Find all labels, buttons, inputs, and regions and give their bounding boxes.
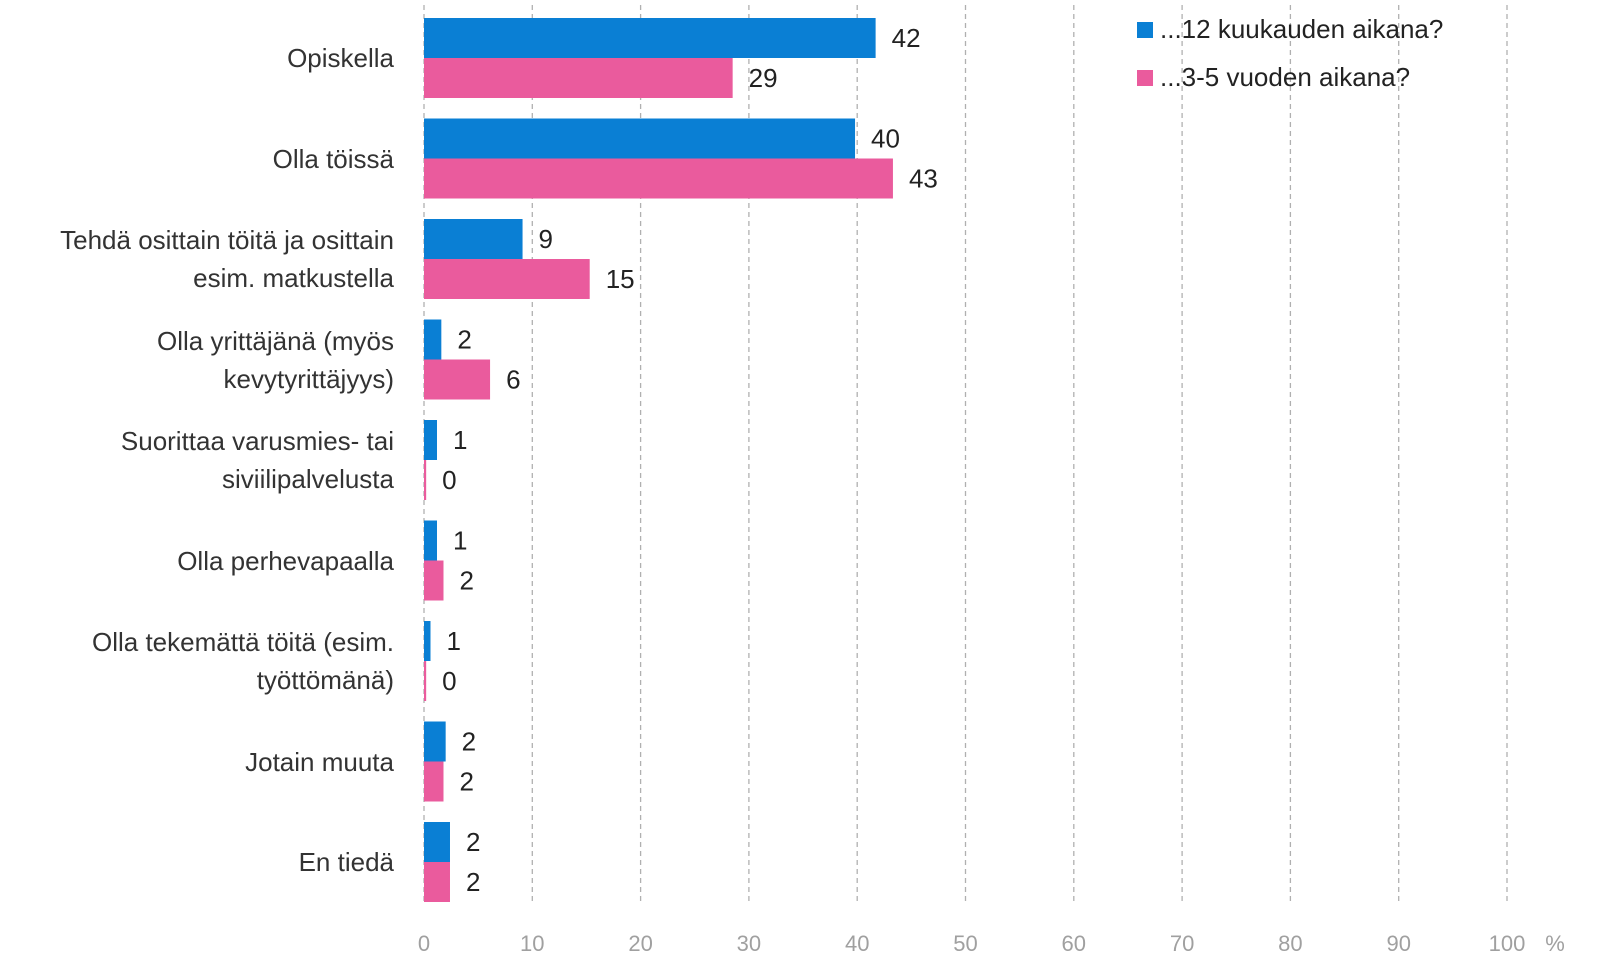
data-label: 40 [871, 123, 900, 153]
bar [424, 862, 450, 902]
data-label: 2 [466, 867, 480, 897]
legend-swatch [1137, 22, 1153, 38]
data-label: 1 [453, 525, 467, 555]
data-label: 2 [462, 726, 476, 756]
data-label: 1 [446, 626, 460, 656]
y-tick-label: Olla tekemättä töitä (esim. työttömänä) [92, 627, 394, 695]
data-label: 42 [892, 23, 921, 53]
bar [424, 259, 590, 299]
data-label: 6 [506, 364, 520, 394]
y-tick-label: Opiskella [287, 43, 394, 73]
y-tick-label: Olla yrittäjänä (myös kevytyrittäjyys) [157, 325, 394, 394]
x-tick-label: 30 [737, 931, 761, 956]
bar [424, 661, 427, 701]
data-label: 15 [606, 264, 635, 294]
x-tick-label: 50 [953, 931, 977, 956]
y-tick-label: Tehdä osittain töitä ja osittain esim. m… [60, 225, 394, 293]
x-tick-label: 100 [1489, 931, 1526, 956]
data-label: 0 [442, 666, 456, 696]
legend-label: ...12 kuukauden aikana? [1160, 14, 1443, 44]
data-label: 9 [539, 224, 553, 254]
y-tick-label: En tiedä [298, 847, 394, 877]
data-label: 2 [459, 565, 473, 595]
bar [424, 359, 491, 400]
x-tick-label: 80 [1278, 931, 1302, 956]
x-tick-label: 0 [418, 931, 430, 956]
bar [424, 621, 431, 661]
bar [424, 319, 442, 360]
data-label: 2 [457, 324, 471, 354]
data-label: 2 [459, 766, 473, 796]
legend-label: ...3-5 vuoden aikana? [1160, 62, 1410, 92]
bar [424, 158, 893, 199]
y-tick-label: Jotain muuta [245, 746, 394, 777]
data-label: 29 [749, 63, 778, 93]
x-tick-label: 20 [628, 931, 652, 956]
bar [424, 721, 446, 762]
x-tick-label: 60 [1062, 931, 1086, 956]
y-tick-label: Olla perhevapaalla [177, 545, 394, 576]
bar [424, 560, 444, 601]
bar [424, 822, 450, 862]
x-unit: % [1545, 931, 1565, 956]
y-tick-label: Olla töissä [272, 143, 394, 174]
bar [424, 219, 523, 259]
x-tick-label: 10 [520, 931, 544, 956]
bar [424, 420, 437, 460]
bar [424, 761, 444, 802]
data-label: 43 [909, 163, 938, 193]
x-tick-label: 90 [1386, 931, 1410, 956]
legend-swatch [1137, 70, 1153, 86]
x-tick-label: 40 [845, 931, 869, 956]
x-tick-label: 70 [1170, 931, 1194, 956]
bar [424, 118, 856, 159]
bar [424, 58, 733, 98]
y-tick-label: Suorittaa varusmies- tai siviilipalvelus… [120, 426, 394, 494]
bar [424, 520, 437, 561]
data-label: 2 [466, 827, 480, 857]
bar [424, 18, 876, 58]
data-label: 1 [453, 425, 467, 455]
data-label: 0 [442, 465, 456, 495]
bar [424, 460, 427, 500]
